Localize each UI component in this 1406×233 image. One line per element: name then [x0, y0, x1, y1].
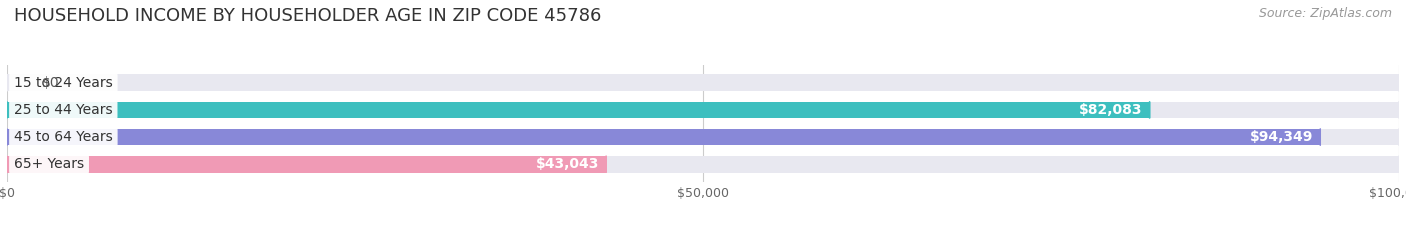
- Text: 15 to 24 Years: 15 to 24 Years: [14, 76, 112, 90]
- Bar: [7, 156, 1399, 172]
- Text: Source: ZipAtlas.com: Source: ZipAtlas.com: [1258, 7, 1392, 20]
- Text: $0: $0: [42, 76, 59, 90]
- Text: HOUSEHOLD INCOME BY HOUSEHOLDER AGE IN ZIP CODE 45786: HOUSEHOLD INCOME BY HOUSEHOLDER AGE IN Z…: [14, 7, 602, 25]
- Bar: [7, 75, 1399, 91]
- Bar: [7, 129, 1320, 145]
- Text: 65+ Years: 65+ Years: [14, 157, 84, 171]
- Text: 25 to 44 Years: 25 to 44 Years: [14, 103, 112, 117]
- Bar: [7, 102, 1399, 118]
- Bar: [7, 129, 1399, 145]
- Bar: [7, 156, 606, 172]
- Text: 45 to 64 Years: 45 to 64 Years: [14, 130, 112, 144]
- Text: $82,083: $82,083: [1080, 103, 1143, 117]
- Bar: [7, 102, 1150, 118]
- Text: $94,349: $94,349: [1250, 130, 1313, 144]
- Text: $43,043: $43,043: [536, 157, 599, 171]
